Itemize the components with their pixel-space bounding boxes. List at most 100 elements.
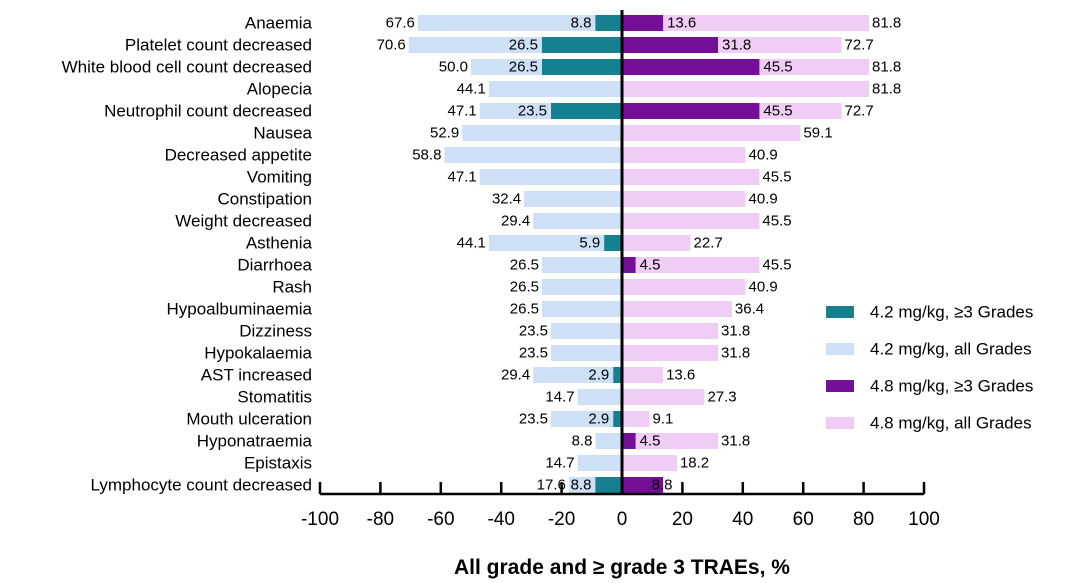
- x-axis: -100 -80 -60 -40 -20 0 20 40 60 80 100: [301, 482, 940, 530]
- value-label-4-8-grade3: 4.5: [640, 257, 661, 274]
- bar-4-8-all-grades: [622, 213, 760, 229]
- value-label-4-2-all: 58.8: [412, 147, 441, 164]
- value-label-4-2-all: 23.5: [519, 345, 548, 362]
- bar-4-8-all-grades: [622, 81, 870, 97]
- legend-swatch: [826, 380, 854, 392]
- bar-4-8-all-grades: [622, 235, 691, 251]
- category-label: White blood cell count decreased: [62, 58, 312, 77]
- value-label-4-8-all: 27.3: [707, 389, 736, 406]
- bar-4-8-all-grades: [622, 433, 719, 449]
- value-label-4-2-grade3: 26.5: [509, 37, 538, 54]
- category-label: Alopecia: [247, 80, 313, 99]
- value-label-4-8-grade3: 13.6: [667, 15, 696, 32]
- bar-4-2-all-grades: [533, 367, 622, 383]
- value-label-4-2-grade3: 23.5: [518, 103, 547, 120]
- category-label: Anaemia: [245, 14, 313, 33]
- value-label-4-8-all: 31.8: [721, 323, 750, 340]
- bar-4-2-grade3: [595, 15, 622, 31]
- category-label: Decreased appetite: [165, 146, 312, 165]
- value-label-4-2-all: 52.9: [430, 125, 459, 142]
- bar-4-8-grade3: [622, 103, 760, 119]
- value-label-4-8-all: 36.4: [735, 301, 764, 318]
- value-label-4-8-all: 81.8: [872, 59, 901, 76]
- bar-4-2-all-grades: [551, 345, 622, 361]
- value-label-4-2-all: 67.6: [386, 15, 415, 32]
- value-label-4-8-all: 22.7: [694, 235, 723, 252]
- bar-4-8-all-grades: [622, 15, 870, 31]
- x-axis-title: All grade and ≥ grade 3 TRAEs, %: [454, 556, 790, 579]
- x-tick-label: -80: [367, 509, 394, 530]
- value-label-4-8-all: 40.9: [749, 147, 778, 164]
- bar-4-2-all-grades: [541, 301, 622, 317]
- bar-4-2-all-grades: [488, 81, 622, 97]
- category-label: Hypoalbuminaemia: [166, 300, 312, 319]
- bar-4-8-grade3: [622, 257, 636, 273]
- category-label: Platelet count decreased: [125, 36, 312, 55]
- value-label-4-2-all: 26.5: [510, 257, 539, 274]
- value-label-4-2-all: 8.8: [572, 433, 593, 450]
- legend-label: 4.2 mg/kg, all Grades: [870, 340, 1032, 359]
- x-tick-label: -60: [427, 509, 454, 530]
- bar-4-2-all-grades: [551, 323, 622, 339]
- bar-4-8-all-grades: [622, 147, 746, 163]
- bar-4-8-all-grades: [622, 455, 677, 471]
- category-label: Lymphocyte count decreased: [91, 476, 312, 495]
- bar-4-8-all-grades: [622, 169, 760, 185]
- bar-4-2-grade3: [595, 477, 622, 493]
- bar-4-2-all-grades: [577, 389, 622, 405]
- bar-4-8-all-grades: [622, 191, 746, 207]
- value-label-4-2-all: 26.5: [510, 279, 539, 296]
- category-label: Vomiting: [247, 168, 312, 187]
- legend-label: 4.8 mg/kg, ≥3 Grades: [870, 377, 1033, 396]
- bar-4-2-all-grades: [462, 125, 622, 141]
- bar-4-2-grade3: [551, 103, 622, 119]
- bar-4-8-grade3: [622, 37, 719, 53]
- value-label-4-2-all: 50.0: [439, 59, 468, 76]
- value-label-4-2-all: 29.4: [501, 213, 530, 230]
- bar-4-8-grade3: [622, 433, 636, 449]
- grade3-bars: [541, 15, 760, 493]
- bar-4-2-all-grades: [595, 433, 622, 449]
- value-label-4-8-all: 81.8: [872, 81, 901, 98]
- legend-label: 4.2 mg/kg, ≥3 Grades: [870, 303, 1033, 322]
- bar-4-8-grade3: [622, 477, 664, 493]
- value-label-4-2-grade3: 8.8: [571, 477, 592, 494]
- category-label: Epistaxis: [244, 454, 312, 473]
- bar-4-8-all-grades: [622, 257, 760, 273]
- x-tick-label: 80: [853, 509, 874, 530]
- legend-swatch: [826, 343, 854, 355]
- value-label-4-8-grade3: 45.5: [763, 103, 792, 120]
- value-label-4-8-all: 72.7: [845, 103, 874, 120]
- value-label-4-2-grade3: 2.9: [588, 411, 609, 428]
- value-label-4-8-all: 18.2: [680, 455, 709, 472]
- bar-4-2-all-grades: [444, 147, 622, 163]
- category-label: AST increased: [201, 366, 312, 385]
- bar-4-8-grade3: [622, 59, 760, 75]
- value-label-4-8-all: 13.6: [666, 367, 695, 384]
- bar-4-2-grade3: [604, 235, 622, 251]
- x-tick-label: -40: [487, 509, 514, 530]
- bar-4-8-all-grades: [622, 279, 746, 295]
- value-label-4-2-all: 29.4: [501, 367, 530, 384]
- value-label-4-2-grade3: 8.8: [571, 15, 592, 32]
- category-label: Stomatitis: [237, 388, 312, 407]
- legend: 4.2 mg/kg, ≥3 Grades 4.2 mg/kg, all Grade…: [826, 303, 1033, 433]
- x-tick-label: 0: [617, 509, 628, 530]
- value-label-4-2-all: 47.1: [448, 103, 477, 120]
- category-label: Hypokalaemia: [204, 344, 312, 363]
- bar-4-2-all-grades: [417, 15, 622, 31]
- category-label: Weight decreased: [175, 212, 312, 231]
- value-label-4-2-all: 47.1: [448, 169, 477, 186]
- value-label-4-2-all: 70.6: [377, 37, 406, 54]
- value-label-4-8-grade3: 4.5: [640, 433, 661, 450]
- value-label-4-8-all: 45.5: [762, 257, 791, 274]
- x-tick-label: 100: [908, 509, 940, 530]
- x-tick-label: 60: [793, 509, 814, 530]
- value-label-4-2-grade3: 26.5: [509, 59, 538, 76]
- legend-label: 4.8 mg/kg, all Grades: [870, 414, 1032, 433]
- value-label-4-8-all: 81.8: [872, 15, 901, 32]
- bar-4-8-all-grades: [622, 367, 664, 383]
- bar-4-2-all-grades: [533, 213, 622, 229]
- value-label-4-8-all: 72.7: [845, 37, 874, 54]
